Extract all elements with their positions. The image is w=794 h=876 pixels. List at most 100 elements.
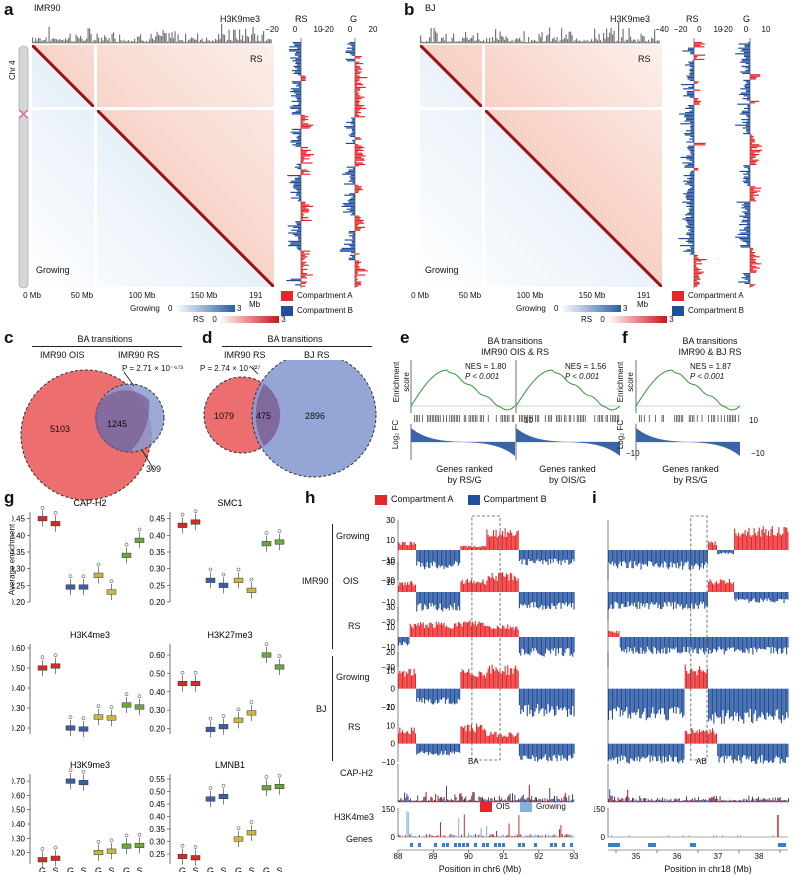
compartment-bar [728, 743, 730, 757]
compartment-bar [710, 637, 712, 654]
compartment-bar [750, 154, 760, 156]
compartment-bar [352, 182, 355, 184]
compartment-bar [524, 637, 526, 655]
compartment-bar [448, 627, 450, 637]
panel-a-chrom-ideogram [18, 45, 29, 289]
compartment-bar [762, 637, 764, 649]
track-y-tick: 0 [391, 740, 396, 749]
compartment-bar [508, 675, 510, 689]
compartment-bar [355, 71, 362, 73]
compartment-bar [414, 623, 416, 637]
h3k9-bar [462, 37, 464, 43]
compartment-bar [722, 550, 724, 553]
compartment-bar [459, 743, 461, 753]
compartment-bar [437, 688, 439, 704]
compartment-bar [413, 727, 415, 744]
compartment-bar [702, 637, 704, 653]
compartment-bar [684, 116, 694, 118]
compartment-bar [551, 688, 553, 707]
compartment-bar [611, 631, 613, 637]
compartment-bar [614, 632, 616, 637]
h-x-tick: 88 [393, 852, 403, 861]
compartment-bar [697, 637, 699, 655]
track-y-tick: 20 [386, 648, 395, 657]
track-y-tick: −10 [381, 556, 395, 565]
h3k9-bar [32, 37, 34, 43]
compartment-bar [301, 256, 308, 258]
compartment-bar [736, 637, 738, 650]
caph2-bar [658, 799, 660, 802]
h3k9-bar [502, 36, 504, 43]
compartment-bar [400, 637, 402, 646]
compartment-bar [567, 550, 569, 560]
compartment-bar [301, 78, 306, 80]
compartment-bar [568, 637, 570, 649]
compartment-bar [521, 688, 523, 710]
compartment-bar [455, 592, 457, 610]
compartment-bar [355, 75, 360, 77]
compartment-bar [350, 179, 355, 181]
compartment-bar [673, 688, 675, 713]
compartment-bar [699, 637, 701, 649]
compartment-bar [289, 106, 301, 108]
compartment-bar [666, 637, 668, 654]
h3k9-bar [179, 40, 181, 43]
compartment-bar [746, 131, 750, 133]
h3k4-bar [519, 834, 521, 837]
legend-b-comp-a: Compartment A [672, 288, 744, 303]
compartment-bar [669, 688, 671, 710]
compartment-bar [780, 688, 782, 724]
compartment-bar [780, 637, 782, 654]
compartment-bar [345, 50, 355, 52]
compartment-bar [518, 743, 520, 756]
compartment-bar [754, 533, 756, 550]
compartment-bar [513, 668, 515, 689]
compartment-bar [713, 688, 715, 724]
caph2-bar [567, 800, 569, 802]
compartment-bar [690, 127, 694, 129]
compartment-bar [741, 92, 750, 94]
compartment-bar [509, 572, 511, 592]
caph2-bar [665, 800, 667, 802]
caph2-bar [742, 799, 744, 802]
compartment-bar [427, 592, 429, 609]
compartment-bar [741, 110, 750, 112]
caph2-bar [528, 784, 530, 802]
compartment-bar [295, 194, 301, 196]
caph2-bar [758, 796, 759, 802]
compartment-bar [548, 688, 550, 713]
compartment-bar [688, 61, 694, 63]
caph2-bar [677, 798, 679, 802]
compartment-bar [426, 550, 428, 563]
compartment-bar [690, 152, 694, 154]
compartment-bar [425, 592, 427, 606]
compartment-bar [522, 688, 524, 713]
compartment-bar [694, 281, 700, 283]
h3k4-bar [417, 835, 419, 837]
compartment-bar [424, 550, 426, 570]
h3k4-bar [470, 835, 472, 837]
compartment-bar [340, 249, 355, 251]
compartment-bar [744, 182, 750, 184]
compartment-bar [685, 219, 694, 221]
compartment-bar [714, 637, 716, 650]
compartment-bar [453, 592, 455, 603]
caph2-bar [633, 798, 635, 802]
caph2-bar [718, 800, 720, 802]
compartment-bar [567, 688, 569, 717]
compartment-bar [694, 43, 705, 45]
panel-a-hic-map [32, 45, 274, 287]
compartment-bar [476, 625, 478, 637]
compartment-bar [420, 743, 422, 753]
compartment-bar [636, 637, 638, 652]
compartment-bar [301, 254, 306, 256]
compartment-bar [525, 592, 527, 606]
panel-h-row-label-4: Growing [336, 672, 370, 682]
caph2-bar [610, 795, 612, 802]
compartment-bar [355, 219, 364, 221]
compartment-bar [301, 264, 309, 266]
boxplot-y-tick: 0.50 [12, 806, 26, 815]
h3k9-bar [161, 36, 163, 43]
compartment-bar [424, 743, 426, 754]
caph2-bar [770, 800, 771, 802]
